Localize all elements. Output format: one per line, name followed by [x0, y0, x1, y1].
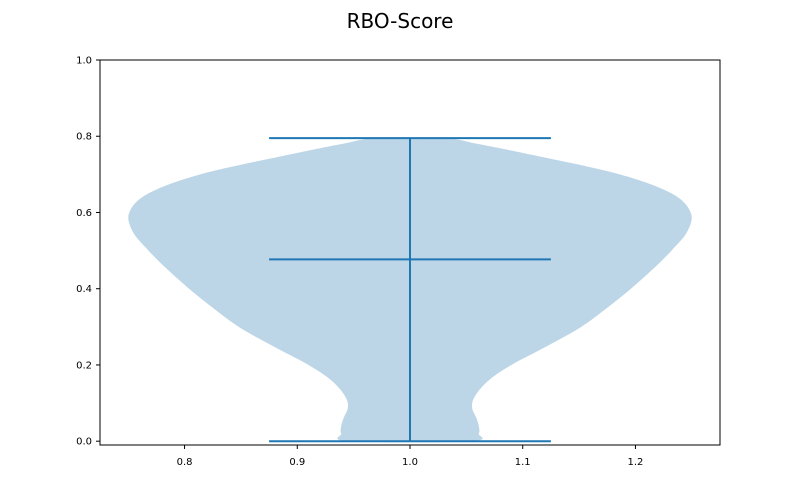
x-tick-label: 1.1 [515, 457, 531, 468]
x-tick-label: 1.2 [628, 457, 644, 468]
x-tick-label: 1.0 [402, 457, 418, 468]
y-tick-label: 0.0 [76, 437, 92, 448]
y-tick-label: 0.4 [76, 284, 92, 295]
x-axis: 0.8 0.9 1.0 1.1 1.2 [177, 445, 644, 468]
chart-title: RBO-Score [347, 9, 454, 33]
y-tick-label: 0.8 [76, 132, 92, 143]
y-axis: 0.0 0.2 0.4 0.6 0.8 1.0 [76, 56, 100, 448]
x-tick-label: 0.8 [177, 457, 193, 468]
stat-lines [269, 137, 551, 443]
x-tick-label: 0.9 [289, 457, 305, 468]
y-tick-label: 0.6 [76, 208, 92, 219]
y-tick-label: 0.2 [76, 360, 92, 371]
y-tick-label: 1.0 [76, 56, 92, 67]
